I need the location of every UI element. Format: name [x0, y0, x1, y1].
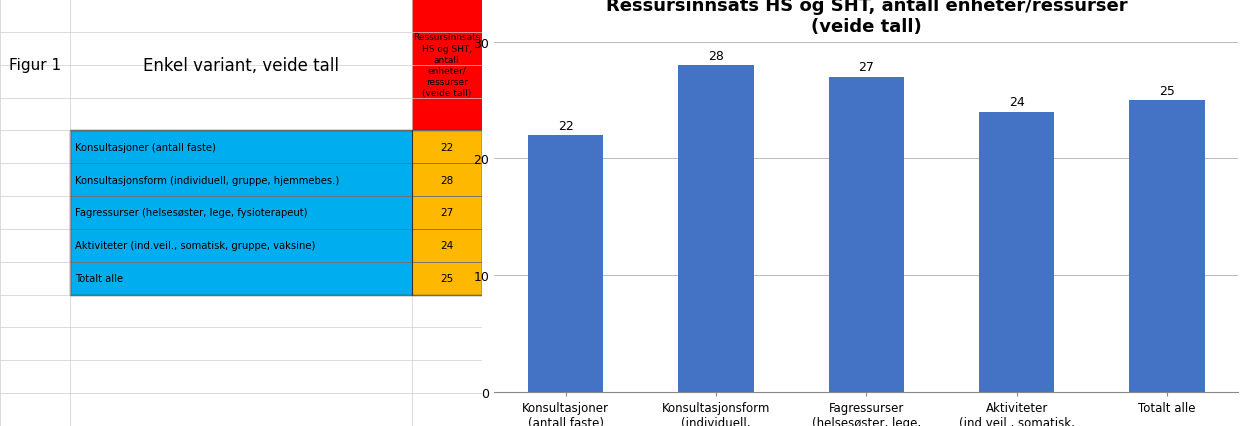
Text: 25: 25 [1160, 84, 1175, 97]
Text: 28: 28 [708, 49, 724, 62]
Text: Fagressurser (helsesøster, lege, fysioterapeut): Fagressurser (helsesøster, lege, fysiote… [75, 208, 308, 218]
Text: Enkel variant, veide tall: Enkel variant, veide tall [143, 57, 339, 75]
Bar [70, 131, 482, 295]
Bar [70, 229, 412, 262]
Bar [70, 164, 412, 197]
Text: Totalt alle: Totalt alle [75, 273, 123, 284]
Text: 28: 28 [440, 175, 453, 185]
Text: 27: 27 [440, 208, 453, 218]
Text: 27: 27 [858, 61, 874, 74]
Text: 22: 22 [558, 119, 573, 132]
Text: 22: 22 [440, 142, 453, 153]
Title: Ressursinnsats HS og SHT, antall enheter/ressurser
(veide tall): Ressursinnsats HS og SHT, antall enheter… [605, 0, 1127, 35]
Text: Aktiviteter (ind.veil., somatisk, gruppe, vaksine): Aktiviteter (ind.veil., somatisk, gruppe… [75, 241, 315, 251]
Text: Ressursinnsats
HS og SHT,
antall
enheter/
ressurser
(veide tall): Ressursinnsats HS og SHT, antall enheter… [413, 33, 480, 98]
Bar [1130, 101, 1205, 392]
Bar [70, 262, 412, 295]
Text: 24: 24 [1008, 96, 1025, 109]
Text: 25: 25 [440, 273, 453, 284]
Text: Konsultasjonsform (individuell, gruppe, hjemmebes.): Konsultasjonsform (individuell, gruppe, … [75, 175, 339, 185]
Bar [412, 197, 482, 229]
Text: 24: 24 [440, 241, 453, 251]
Bar [980, 112, 1055, 392]
Bar [412, 0, 482, 131]
Bar [412, 229, 482, 262]
Bar [70, 197, 412, 229]
Text: Konsultasjoner (antall faste): Konsultasjoner (antall faste) [75, 142, 215, 153]
Bar [412, 164, 482, 197]
Bar [678, 66, 753, 392]
Bar [528, 136, 603, 392]
Bar [412, 131, 482, 164]
Bar [412, 262, 482, 295]
Bar [70, 131, 412, 164]
Text: Figur 1: Figur 1 [9, 58, 61, 73]
Bar [828, 78, 904, 392]
